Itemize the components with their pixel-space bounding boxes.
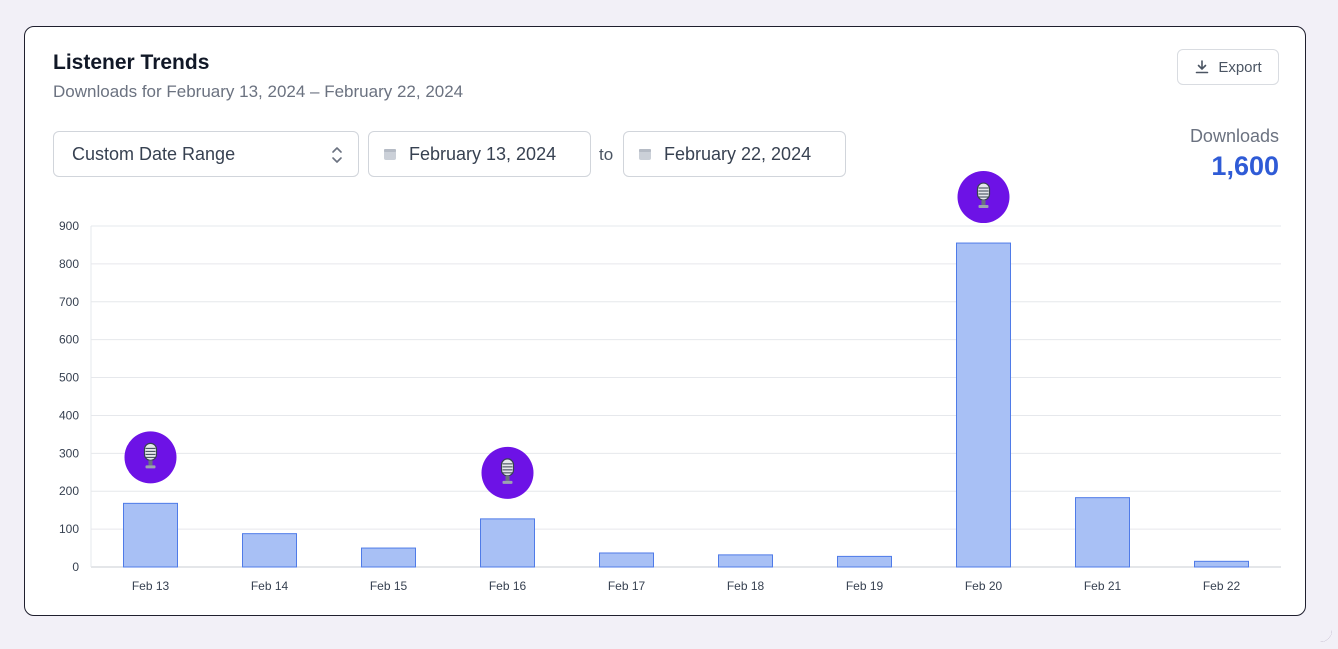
x-tick-label: Feb 13 bbox=[132, 579, 170, 593]
x-tick-label: Feb 16 bbox=[489, 579, 527, 593]
bar-feb-14[interactable] bbox=[242, 533, 297, 568]
x-tick-label: Feb 15 bbox=[370, 579, 408, 593]
date-range-value: Custom Date Range bbox=[72, 143, 236, 164]
y-tick-label: 0 bbox=[72, 560, 79, 574]
x-tick-label: Feb 22 bbox=[1203, 579, 1241, 593]
end-date-value: February 22, 2024 bbox=[664, 143, 812, 164]
start-date-input[interactable]: February 13, 2024 bbox=[368, 131, 591, 177]
y-tick-label: 300 bbox=[59, 446, 79, 460]
episode-marker[interactable] bbox=[481, 446, 534, 499]
bar-feb-19[interactable] bbox=[837, 555, 892, 568]
bar-feb-22[interactable] bbox=[1194, 560, 1249, 568]
x-tick-label: Feb 14 bbox=[251, 579, 289, 593]
listener-trends-card: Listener Trends Downloads for February 1… bbox=[24, 26, 1306, 616]
x-tick-label: Feb 20 bbox=[965, 579, 1003, 593]
episode-marker[interactable] bbox=[124, 431, 177, 484]
downloads-total: 1,600 bbox=[1211, 151, 1279, 181]
bar-feb-15[interactable] bbox=[361, 547, 416, 568]
y-tick-label: 700 bbox=[59, 295, 79, 309]
card-subtitle: Downloads for February 13, 2024 – Februa… bbox=[53, 82, 464, 101]
y-tick-label: 500 bbox=[59, 371, 79, 385]
end-date-input[interactable]: February 22, 2024 bbox=[623, 131, 846, 177]
y-tick-label: 200 bbox=[59, 484, 79, 498]
start-date-value: February 13, 2024 bbox=[409, 143, 557, 164]
downloads-label: Downloads bbox=[1189, 126, 1279, 146]
downloads-bar-chart: 0 100 200 300 400 500 600 700 800 900 Feb 13 Feb 1… bbox=[59, 171, 1281, 593]
export-button[interactable]: Export bbox=[1177, 49, 1279, 85]
x-tick-label: Feb 18 bbox=[727, 579, 765, 593]
bar-feb-18[interactable] bbox=[718, 554, 773, 568]
export-label: Export bbox=[1218, 58, 1262, 76]
bar-feb-20[interactable] bbox=[956, 242, 1011, 568]
y-tick-label: 600 bbox=[59, 333, 79, 347]
episode-marker[interactable] bbox=[957, 171, 1010, 224]
y-tick-label: 900 bbox=[59, 219, 79, 233]
bar-feb-17[interactable] bbox=[599, 552, 654, 568]
y-tick-label: 400 bbox=[59, 408, 79, 422]
chevron-updown-icon bbox=[332, 147, 342, 163]
x-tick-label: Feb 19 bbox=[846, 579, 884, 593]
x-tick-label: Feb 17 bbox=[608, 579, 646, 593]
card-title: Listener Trends bbox=[53, 51, 210, 74]
bar-feb-13[interactable] bbox=[123, 502, 178, 568]
y-tick-label: 100 bbox=[59, 522, 79, 536]
date-range-select[interactable]: Custom Date Range bbox=[53, 131, 359, 177]
to-label: to bbox=[599, 145, 614, 164]
calendar-icon bbox=[384, 149, 396, 160]
x-tick-label: Feb 21 bbox=[1084, 579, 1122, 593]
download-icon bbox=[1196, 60, 1209, 74]
y-tick-label: 800 bbox=[59, 257, 79, 271]
bar-feb-21[interactable] bbox=[1075, 497, 1130, 568]
calendar-icon bbox=[639, 149, 651, 160]
bar-feb-16[interactable] bbox=[480, 518, 535, 568]
